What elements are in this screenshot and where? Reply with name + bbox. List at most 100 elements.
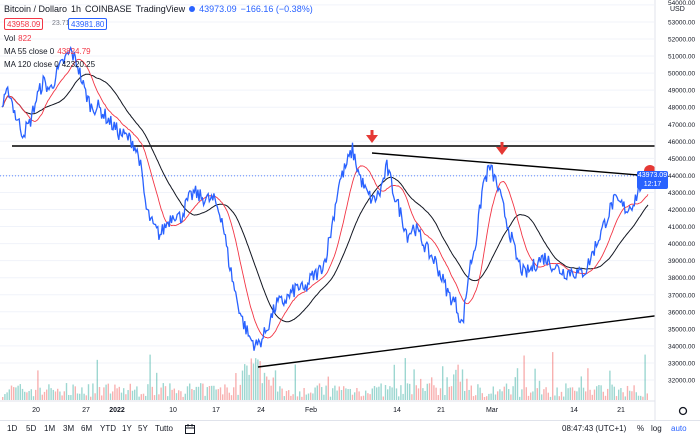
volume-bar: [633, 385, 635, 400]
volume-bar: [173, 388, 175, 400]
volume-bar: [455, 369, 457, 400]
volume-bar: [252, 363, 255, 400]
volume-bar: [109, 393, 112, 400]
volume-bar: [611, 384, 613, 400]
volume-bar: [422, 388, 424, 400]
volume-bar: [589, 389, 591, 400]
clock[interactable]: 08:47:43 (UTC+1): [562, 424, 627, 433]
indicator-ma120[interactable]: MA 120 close 0 42320.25: [4, 60, 95, 69]
ascending-trendline: [257, 314, 663, 368]
sell-button[interactable]: 43958.09: [4, 18, 44, 30]
auto-toggle[interactable]: auto: [671, 424, 687, 433]
volume-bar: [17, 385, 19, 400]
volume-bar: [624, 396, 626, 400]
volume-bar: [215, 389, 217, 400]
ma55-path: [1, 58, 649, 339]
volume-bar: [338, 386, 340, 400]
range-1d[interactable]: 1D: [7, 424, 18, 433]
volume-bar: [567, 388, 569, 400]
range-5d[interactable]: 5D: [26, 424, 37, 433]
volume-bar: [4, 394, 6, 400]
volume-bar: [74, 386, 76, 400]
volume-bar: [420, 378, 422, 400]
volume-bar: [2, 396, 4, 400]
volume-bar: [488, 393, 490, 400]
volume-bar: [362, 395, 365, 400]
range-3m[interactable]: 3M: [63, 424, 75, 433]
range-ytd[interactable]: YTD: [100, 424, 116, 433]
volume-bar: [345, 388, 347, 400]
volume-bar: [140, 394, 142, 400]
interval[interactable]: 1h: [71, 4, 82, 14]
volume-bar: [494, 394, 497, 400]
volume-bar: [492, 386, 494, 400]
volume-bar: [127, 390, 129, 400]
volume-bar: [404, 358, 406, 400]
volume-bar: [153, 395, 156, 400]
volume-bar: [50, 388, 52, 400]
volume-bar: [19, 384, 21, 400]
volume-bar: [448, 386, 450, 400]
range-1y[interactable]: 1Y: [122, 424, 132, 433]
volume-bar: [98, 387, 101, 400]
volume-bar: [389, 386, 391, 400]
price-path: [1, 45, 649, 351]
ma120-path: [1, 73, 649, 323]
volume-bar: [312, 393, 314, 400]
symbol-header: Bitcoin / Dollaro 1h COINBASE TradingVie…: [4, 4, 313, 14]
volume-bar: [508, 389, 510, 400]
volume-bar: [332, 388, 334, 400]
volume-bar: [503, 386, 505, 400]
range-5y[interactable]: 5Y: [138, 424, 148, 433]
volume-bar: [602, 391, 604, 400]
volume-bar: [571, 387, 574, 400]
indicator-vol[interactable]: Vol 822: [4, 34, 31, 43]
volume-bar: [162, 383, 164, 400]
volume-bar: [70, 395, 72, 400]
volume-bar: [450, 386, 453, 400]
volume-bar: [543, 389, 545, 400]
volume-bar: [336, 390, 338, 400]
volume-bar: [175, 393, 178, 400]
percent-toggle[interactable]: %: [637, 424, 645, 433]
volume-bar: [182, 396, 184, 400]
currency-label[interactable]: USD: [670, 6, 685, 13]
volume-bar: [327, 376, 329, 400]
volume-bar: [72, 384, 74, 400]
indicator-vol-value: 822: [18, 34, 32, 43]
volume-bar: [565, 383, 567, 400]
volume-bar: [501, 391, 503, 400]
volume-bar: [472, 396, 475, 400]
volume-bar: [123, 388, 125, 400]
symbol-title[interactable]: Bitcoin / Dollaro: [4, 4, 68, 14]
price-axis-label: 34000.00: [668, 343, 695, 350]
buy-button[interactable]: 43981.80: [68, 18, 108, 30]
price-axis-label: 37000.00: [668, 292, 695, 299]
price-axis-label: 42000.00: [668, 207, 695, 214]
indicator-ma55[interactable]: MA 55 close 0 43824.79: [4, 47, 91, 56]
range-6m[interactable]: 6M: [81, 424, 93, 433]
price-axis-label: 45000.00: [668, 156, 695, 163]
log-toggle[interactable]: log: [651, 424, 662, 433]
volume-bar: [145, 395, 147, 400]
chart-markers: [366, 130, 656, 177]
volume-bar: [39, 387, 41, 400]
price-axis-label: 43000.00: [668, 190, 695, 197]
volume-bar: [272, 377, 274, 400]
range-1m[interactable]: 1M: [44, 424, 56, 433]
volume-bar: [101, 395, 103, 400]
volume-bar: [391, 387, 393, 400]
volume-bar: [530, 392, 532, 400]
range-all[interactable]: Tutto: [155, 424, 173, 433]
exchange: COINBASE: [85, 4, 132, 14]
volume-bar: [380, 383, 382, 400]
volume-bar: [118, 386, 120, 400]
volume-bar: [640, 395, 642, 400]
volume-bar: [591, 394, 593, 400]
volume-bar: [208, 385, 211, 400]
volume-bar: [378, 386, 380, 400]
calendar-icon[interactable]: [184, 423, 196, 435]
volume-bar: [195, 386, 197, 400]
price-axis-label: 53000.00: [668, 19, 695, 26]
